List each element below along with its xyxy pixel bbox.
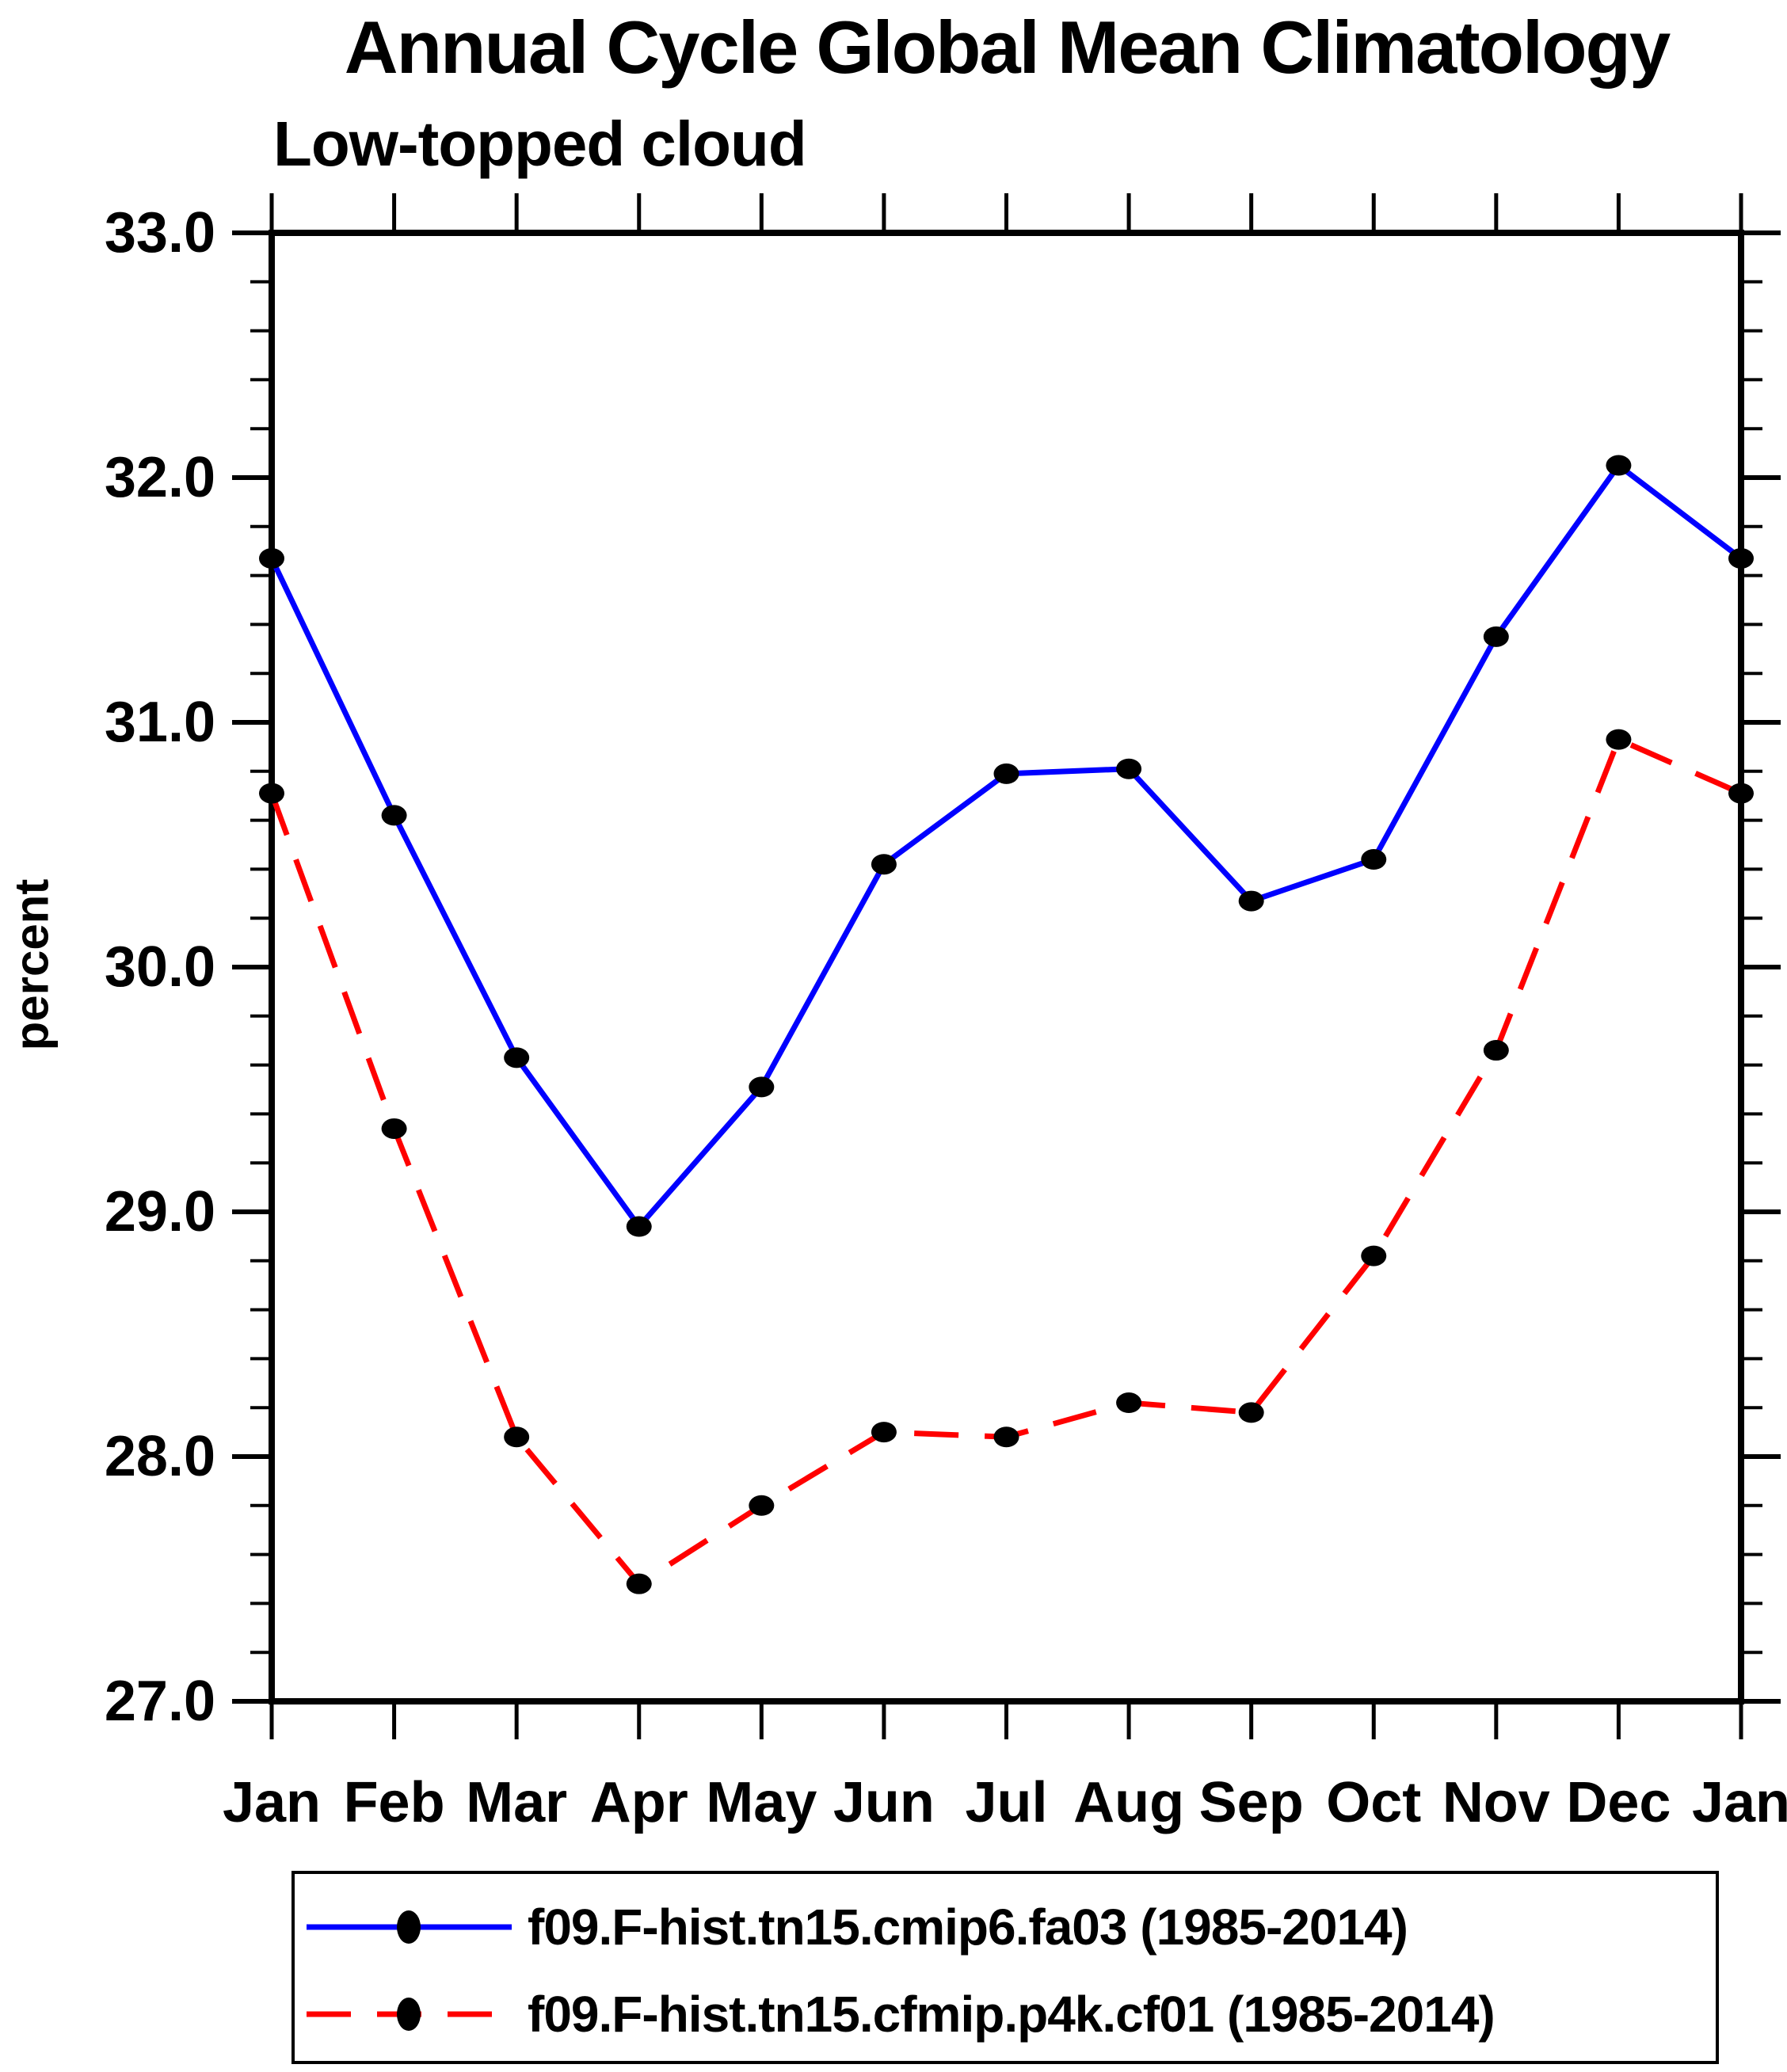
data-point-marker [993, 1426, 1019, 1448]
y-axis-tick-label: 28.0 [104, 1425, 215, 1488]
data-point-marker [381, 805, 407, 826]
data-point-marker [749, 1495, 775, 1516]
legend-line-sample-dashed [307, 1998, 512, 2031]
legend-line-sample-solid [307, 1910, 512, 1944]
series-line-solid [269, 461, 1743, 1232]
legend-marker-dot [397, 1910, 421, 1944]
data-point-marker [1361, 849, 1387, 870]
data-point-marker [259, 547, 284, 569]
data-point-marker [1483, 1040, 1509, 1061]
series-line-dashed [269, 735, 1743, 1588]
data-point-marker [871, 854, 897, 875]
legend-label: f09.F-hist.tn15.cfmip.p4k.cf01 (1985-201… [528, 1986, 1496, 2043]
x-axis-tick-label: Mar [466, 1771, 568, 1834]
x-axis-tick-label: Apr [589, 1771, 688, 1834]
data-point-marker [1728, 783, 1754, 804]
y-axis-tick-label: 27.0 [104, 1670, 215, 1733]
x-axis-tick-label: Jul [965, 1771, 1048, 1834]
data-point-marker [504, 1426, 530, 1448]
y-axis-tick-label: 29.0 [104, 1180, 215, 1244]
legend-marker-dot [397, 1998, 421, 2031]
y-axis-tick-label: 30.0 [104, 935, 215, 999]
data-point-marker [1238, 1402, 1264, 1423]
x-axis-tick-label: Oct [1326, 1771, 1422, 1834]
x-axis-tick-label: Jan [1691, 1771, 1787, 1834]
y-axis-tick-label: 32.0 [104, 446, 215, 509]
data-point-marker [259, 783, 284, 804]
data-point-marker [871, 1422, 897, 1443]
legend-label: f09.F-hist.tn15.cmip6.fa03 (1985-2014) [528, 1899, 1408, 1956]
x-axis-tick-label: Dec [1566, 1771, 1671, 1834]
data-point-marker [381, 1118, 407, 1139]
data-point-marker [749, 1076, 775, 1098]
data-point-marker [626, 1216, 652, 1237]
chart-title: Annual Cycle Global Mean Climatology [344, 6, 1671, 89]
y-axis-tick-label: 33.0 [104, 201, 215, 265]
x-axis-tick-label: Jan [222, 1771, 322, 1834]
chart-subtitle: Low-topped cloud [273, 109, 807, 179]
plot-border [269, 230, 1744, 1704]
data-point-marker [626, 1573, 652, 1594]
legend-item-dashed-series: f09.F-hist.tn15.cfmip.p4k.cf01 (1985-201… [303, 1986, 1496, 2043]
data-point-marker [1606, 729, 1632, 750]
data-point-marker [1606, 455, 1632, 476]
legend-item-solid-series: f09.F-hist.tn15.cmip6.fa03 (1985-2014) [303, 1901, 1408, 1953]
x-axis-tick-label: Aug [1073, 1771, 1185, 1834]
x-axis-tick-label: May [706, 1771, 817, 1834]
x-axis-tick-label: Sep [1198, 1771, 1304, 1834]
x-axis-tick-label: Nov [1442, 1771, 1550, 1834]
data-point-marker [993, 763, 1019, 784]
y-axis-tick-label: 31.0 [104, 691, 215, 754]
data-point-marker [1238, 890, 1264, 912]
data-point-marker [1728, 547, 1754, 569]
x-axis-tick-label: Jun [833, 1771, 935, 1834]
legend: f09.F-hist.tn15.cmip6.fa03 (1985-2014) f… [291, 1871, 1719, 2064]
data-point-marker [1361, 1245, 1387, 1266]
data-point-marker [1483, 626, 1509, 647]
data-point-marker [1116, 758, 1142, 779]
data-point-marker [1116, 1392, 1142, 1414]
data-point-marker [504, 1047, 530, 1068]
x-axis-tick-label: Feb [343, 1771, 445, 1834]
